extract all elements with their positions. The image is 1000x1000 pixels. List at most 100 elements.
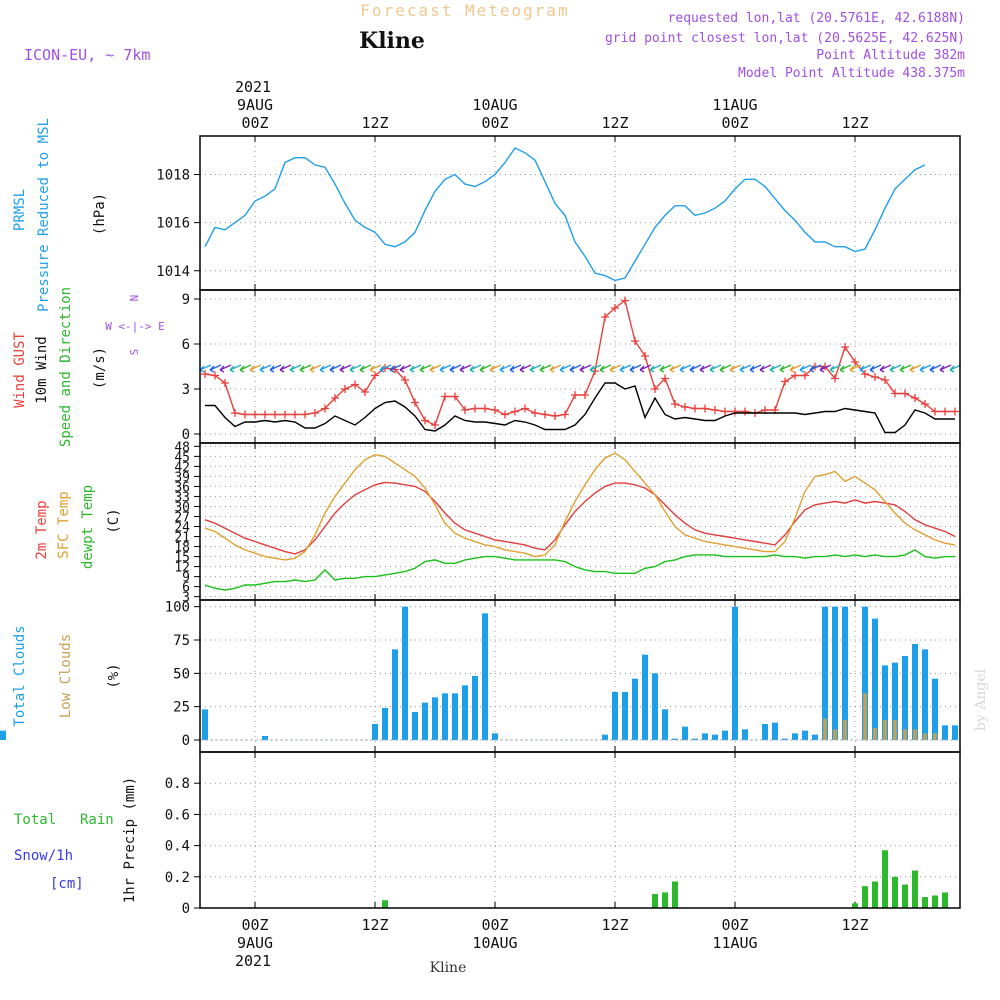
wind-arrow: [759, 364, 772, 373]
gust-marker: [461, 406, 469, 414]
wind-arrow: [489, 364, 502, 373]
total-cloud-bar: [432, 697, 438, 740]
wind-arrow: [839, 364, 852, 373]
precip-label-total: Total: [14, 812, 56, 828]
bottom-date-label: 9AUG: [237, 934, 273, 952]
gridpoint-coords: grid point closest lon,lat (20.5625E, 42…: [605, 31, 965, 46]
wind-arrow: [909, 364, 922, 373]
low-cloud-bar: [903, 729, 907, 740]
gust-marker: [601, 313, 609, 321]
wind-label-unit: (m/s): [92, 347, 108, 389]
precip-label-cm: [cm]: [50, 876, 84, 892]
gust-marker: [291, 410, 299, 419]
gust-marker: [561, 410, 569, 419]
total-cloud-bar: [692, 738, 698, 740]
temp2m-line: [204, 481, 956, 555]
total-cloud-bar: [922, 649, 928, 740]
bottom-time-label: 00Z: [721, 916, 748, 934]
total-cloud-bar: [382, 708, 388, 740]
rain-bar: [912, 870, 918, 908]
top-time-label: 12Z: [361, 114, 388, 132]
low-cloud-bar: [913, 729, 917, 740]
wind-arrow: [549, 364, 562, 373]
temp-ytick-label: 30: [174, 500, 190, 515]
gust-marker: [571, 391, 579, 399]
total-cloud-bar: [452, 693, 458, 740]
clouds-label-unit: (%): [106, 663, 122, 688]
total-cloud-bar: [602, 734, 608, 740]
wind-arrow: [879, 364, 892, 373]
wind-arrow: [639, 364, 652, 373]
gust-marker: [211, 371, 219, 380]
gust-marker: [931, 407, 939, 416]
compass-s: S: [128, 349, 141, 356]
gust-marker: [471, 404, 479, 413]
gust-marker: [341, 385, 349, 393]
gust-marker: [951, 407, 959, 416]
gust-marker: [251, 410, 259, 419]
wind-arrow: [459, 364, 472, 373]
total-cloud-bar: [462, 685, 468, 740]
wind-arrow: [719, 364, 732, 373]
wind-ytick-label: 0: [182, 427, 190, 443]
wind-arrow: [479, 364, 492, 373]
total-cloud-bar: [632, 678, 638, 740]
total-cloud-bar: [652, 673, 658, 740]
clouds-ytick-label: 0: [182, 733, 190, 749]
bottom-time-label: 00Z: [241, 916, 268, 934]
wind-arrow: [919, 364, 932, 373]
gust-marker: [581, 391, 589, 399]
precip-ytick-label: 0.8: [165, 776, 190, 792]
total-cloud-bar: [862, 606, 868, 740]
low-cloud-bar: [833, 729, 837, 740]
top-time-label: 00Z: [481, 114, 508, 132]
low-cloud-bar: [883, 720, 887, 740]
total-cloud-bar: [442, 693, 448, 740]
precip-label-snow: Snow/1h: [14, 848, 73, 864]
location-title: Kline: [359, 28, 425, 54]
gust-marker: [671, 400, 679, 408]
total-cloud-bar: [742, 729, 748, 740]
gust-marker: [941, 407, 949, 416]
temp-ytick-label: 3: [182, 591, 190, 606]
wind-arrow: [349, 364, 362, 373]
wind-arrow: [689, 364, 702, 373]
wind-arrow: [819, 364, 832, 373]
top-year: 2021: [235, 78, 271, 96]
bottom-date-label: 10AUG: [472, 934, 517, 952]
prmsl-line: [204, 147, 926, 282]
wind-arrow: [359, 364, 372, 373]
gust-marker: [861, 370, 869, 378]
gust-marker: [681, 403, 689, 411]
gust-marker: [781, 377, 789, 386]
rain-bar: [652, 893, 658, 908]
pressure-ytick-label: 1018: [156, 168, 190, 184]
low-cloud-bar: [823, 718, 827, 740]
pressure-label-msl: Pressure Reduced to MSL: [36, 118, 52, 312]
temp-label-2m: 2m Temp: [34, 500, 50, 559]
gust-marker: [451, 392, 459, 401]
wind-arrow: [469, 364, 482, 373]
gust-marker: [311, 409, 319, 417]
wind-arrow: [649, 364, 662, 373]
wind-arrow: [249, 364, 262, 373]
gust-marker: [731, 407, 739, 416]
temp-ytick-label: 24: [174, 521, 190, 536]
total-cloud-bar: [902, 656, 908, 740]
temp-ytick-label: 27: [174, 510, 190, 525]
wind-arrow: [499, 364, 512, 373]
rain-bar: [672, 881, 678, 908]
total-cloud-bar: [472, 676, 478, 740]
pressure-label-unit: (hPa): [92, 193, 108, 235]
wind-arrow: [629, 364, 642, 373]
gust-marker: [241, 410, 249, 419]
total-cloud-bar: [822, 606, 828, 740]
temp-ytick-label: 18: [174, 541, 190, 556]
wind-ytick-label: 3: [182, 382, 190, 398]
low-cloud-bar: [843, 720, 847, 740]
total-cloud-bar: [782, 738, 788, 740]
wind-arrow: [219, 364, 232, 373]
gust-marker: [551, 412, 559, 420]
rain-bar: [662, 892, 668, 908]
total-cloud-bar: [802, 730, 808, 740]
